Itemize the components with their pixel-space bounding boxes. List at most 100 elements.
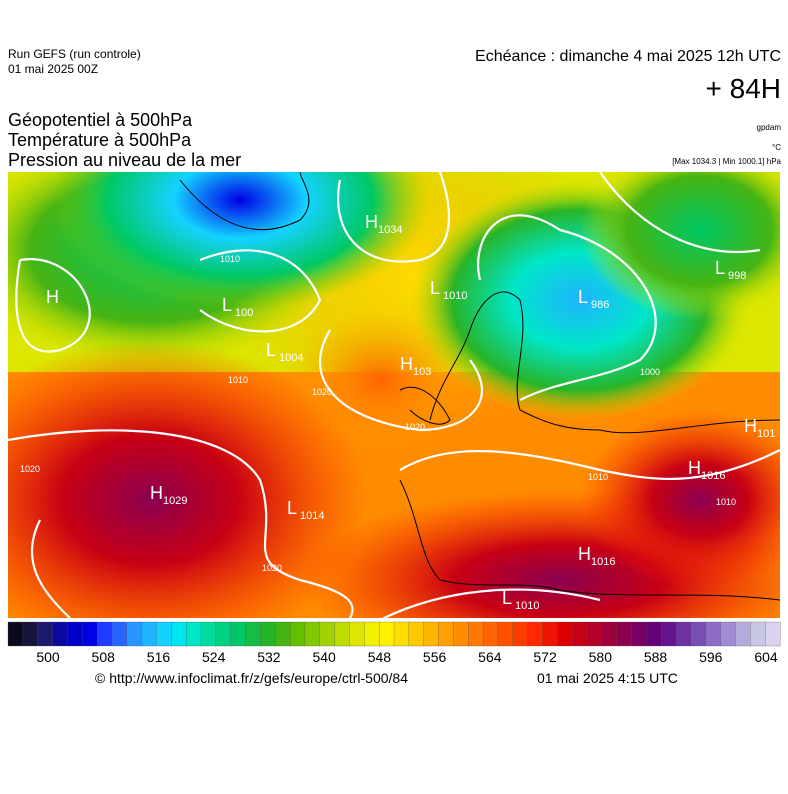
colorbar-cell	[364, 621, 380, 647]
colorbar-cell	[438, 621, 454, 647]
colorbar-cell	[260, 621, 276, 647]
colorbar-cell	[631, 621, 647, 647]
isobar-labels: 1020 1020 1020 1010 1010 1010 1020 1010 1000	[20, 254, 736, 573]
colorbar-tick-label: 556	[423, 649, 447, 665]
colorbar-tick-label: 604	[754, 649, 778, 665]
center-pressure: 1029	[163, 495, 187, 507]
colorbar-cell	[453, 621, 469, 647]
isobar-label: 1020	[312, 387, 332, 397]
map-field	[8, 172, 780, 618]
lead-time: + 84H	[706, 73, 782, 104]
colorbar-cell	[7, 621, 24, 647]
colorbar-cell	[156, 621, 172, 647]
source-url: © http://www.infoclimat.fr/z/gefs/europe…	[95, 670, 408, 686]
colorbar-tick-label: 516	[147, 649, 171, 665]
isobar-label: 1010	[220, 254, 240, 264]
run-name: Run GEFS (run controle)	[8, 47, 141, 61]
isobar-label: 1010	[588, 472, 608, 482]
unit-label: [Max 1034.3 | Min 1000.1] hPa	[672, 157, 781, 166]
colorbar-cell	[468, 621, 484, 647]
colorbar-cell	[304, 621, 321, 647]
colorbar-cell	[111, 621, 128, 647]
colorbar-cell	[675, 621, 692, 647]
colorbar-cell	[423, 621, 439, 647]
colorbar-cell	[750, 621, 766, 647]
center-pressure: 100	[235, 307, 253, 319]
center-pressure: 1010	[443, 290, 467, 302]
unit-label: gpdam	[757, 123, 782, 132]
colorbar-cell	[705, 621, 722, 647]
colorbar-cell	[379, 621, 395, 647]
center-letter: H	[46, 287, 59, 307]
colorbar-cell	[289, 621, 306, 647]
center-letter: H	[400, 354, 413, 374]
field-name: Géopotentiel à 500hPa	[8, 110, 193, 130]
colorbar-cell	[245, 621, 261, 647]
colorbar-tick-label: 524	[202, 649, 226, 665]
colorbar-cell	[765, 621, 781, 647]
colorbar-cell	[586, 621, 603, 647]
center-letter: H	[688, 458, 701, 478]
isobar-label: 1020	[262, 563, 282, 573]
coastlines	[179, 172, 780, 601]
colorbar-cell	[661, 621, 677, 647]
isobar-label: 1010	[716, 497, 736, 507]
field-name: Température à 500hPa	[8, 130, 192, 150]
colorbar-cell	[482, 621, 499, 647]
colorbar-tick-label: 508	[92, 649, 116, 665]
center-pressure: 1014	[300, 510, 324, 522]
colorbar-cell	[616, 621, 632, 647]
center-letter: H	[150, 483, 163, 503]
center-pressure: 1016	[591, 556, 615, 568]
colorbar-cell	[542, 621, 558, 647]
valid-time: Echéance : dimanche 4 mai 2025 12h UTC	[475, 48, 781, 65]
colorbar-tick-label: 580	[589, 649, 613, 665]
center-letter: L	[715, 258, 725, 278]
field-name: Pression au niveau de la mer	[8, 150, 241, 170]
colorbar-cell	[497, 621, 514, 647]
center-letter: L	[287, 498, 297, 518]
colorbar-cell	[230, 621, 246, 647]
colorbar-cell	[512, 621, 529, 647]
colorbar-cell	[67, 621, 83, 647]
center-pressure: 103	[413, 366, 431, 378]
run-date: 01 mai 2025 00Z	[8, 62, 98, 76]
isobar-label: 1020	[20, 464, 40, 474]
colorbar-cell	[646, 621, 662, 647]
colorbar-tick-label: 564	[478, 649, 502, 665]
colorbar-cell	[37, 621, 53, 647]
colorbar-cell	[215, 621, 232, 647]
colorbar-cell	[572, 621, 588, 647]
center-letter: L	[578, 287, 588, 307]
center-pressure: 986	[591, 299, 609, 311]
center-pressure: 1010	[515, 600, 539, 612]
colorbar-tick-label: 500	[36, 649, 60, 665]
isobar-label: 1010	[228, 375, 248, 385]
colorbar-cell	[349, 621, 365, 647]
colorbar-tick-label: 588	[644, 649, 668, 665]
colorbar-cell	[690, 621, 707, 647]
isobar-label: 1020	[405, 422, 425, 432]
center-letter: H	[744, 416, 757, 436]
colorbar-cell	[275, 621, 291, 647]
center-pressure: 998	[728, 270, 746, 282]
colorbar-tick-label: 596	[699, 649, 723, 665]
colorbar-cell	[186, 621, 202, 647]
colorbar-tick-label: 540	[312, 649, 336, 665]
center-pressure: 1004	[279, 352, 303, 364]
center-letter: L	[222, 295, 232, 315]
isobars	[8, 172, 780, 618]
colorbar-cell	[141, 621, 157, 647]
colorbar-tick-label: 548	[368, 649, 392, 665]
colorbar-cell	[557, 621, 573, 647]
center-letter: L	[502, 588, 512, 608]
colorbar-cell	[171, 621, 187, 647]
colorbar-cell	[82, 621, 98, 647]
center-letter: H	[578, 544, 591, 564]
colorbar-tick-label: 532	[257, 649, 281, 665]
center-pressure: 1034	[378, 224, 402, 236]
center-letter: L	[430, 278, 440, 298]
isobar-label: 1000	[640, 367, 660, 377]
